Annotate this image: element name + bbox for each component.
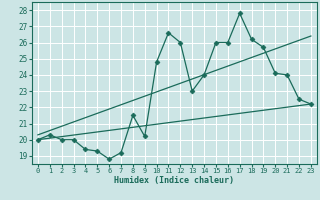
X-axis label: Humidex (Indice chaleur): Humidex (Indice chaleur) [115,176,234,185]
